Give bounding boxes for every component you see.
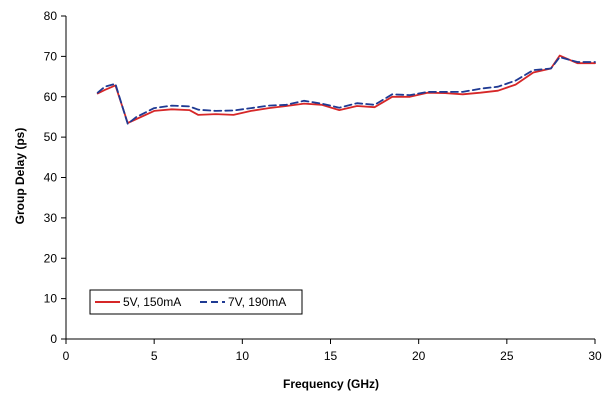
y-tick-label: 10 [44,292,58,306]
y-axis-title: Group Delay (ps) [13,128,27,225]
series-line-7v-190ma [96,56,596,125]
y-tick-label: 70 [44,49,58,63]
x-axis: 0 5 10 15 20 25 30 [63,339,602,363]
x-tick-label: 30 [588,349,602,363]
x-tick-label: 10 [236,349,250,363]
y-tick-label: 30 [44,211,58,225]
series-line-5v-150ma [96,54,596,124]
y-tick-label: 40 [44,171,58,185]
x-tick-label: 20 [412,349,426,363]
x-axis-title: Frequency (GHz) [283,377,379,391]
legend-label-5v: 5V, 150mA [123,295,181,309]
legend-box [89,289,303,315]
legend: 5V, 150mA 7V, 190mA [89,289,303,315]
series-layer [96,54,596,125]
y-axis: 0 10 20 30 40 50 60 70 80 [44,9,66,346]
x-tick-label: 0 [63,349,70,363]
x-tick-label: 5 [151,349,158,363]
x-tick-label: 25 [500,349,514,363]
legend-label-7v: 7V, 190mA [228,295,286,309]
y-tick-label: 80 [44,9,58,23]
x-tick-label: 15 [324,349,338,363]
y-tick-label: 60 [44,90,58,104]
y-tick-label: 50 [44,130,58,144]
y-tick-label: 20 [44,251,58,265]
y-tick-label: 0 [50,332,57,346]
